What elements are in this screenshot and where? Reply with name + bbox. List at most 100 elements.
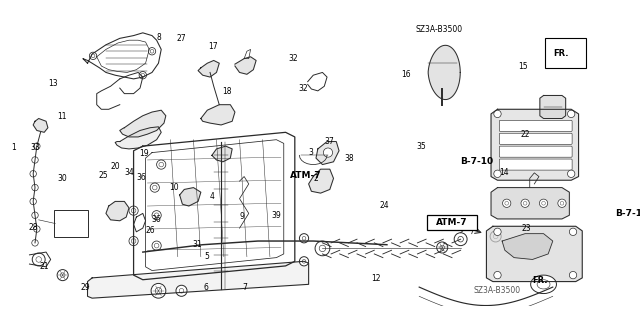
Circle shape (302, 236, 306, 240)
Text: 15: 15 (518, 63, 528, 71)
Ellipse shape (537, 280, 550, 289)
Circle shape (524, 201, 527, 205)
Circle shape (152, 185, 157, 190)
Polygon shape (212, 146, 232, 162)
Circle shape (493, 234, 498, 239)
Text: 36: 36 (136, 173, 147, 182)
Polygon shape (120, 110, 166, 137)
Text: 29: 29 (81, 283, 90, 292)
Text: 30: 30 (57, 174, 67, 183)
Text: B-7-10: B-7-10 (616, 209, 640, 218)
Circle shape (32, 253, 45, 266)
Polygon shape (428, 45, 460, 100)
Polygon shape (180, 188, 201, 206)
Text: 14: 14 (499, 168, 508, 177)
Text: B-7-10: B-7-10 (460, 157, 493, 166)
Text: 13: 13 (48, 78, 58, 88)
Circle shape (30, 198, 36, 205)
Text: 17: 17 (209, 42, 218, 51)
Circle shape (139, 71, 147, 79)
Polygon shape (491, 188, 570, 219)
Circle shape (30, 171, 36, 177)
Text: SZ3A-B3500: SZ3A-B3500 (416, 25, 463, 34)
Circle shape (154, 213, 159, 218)
FancyBboxPatch shape (54, 210, 88, 237)
Circle shape (323, 148, 333, 157)
Text: 28: 28 (29, 223, 38, 232)
Circle shape (90, 52, 97, 60)
FancyBboxPatch shape (605, 206, 640, 221)
Circle shape (541, 201, 545, 205)
Polygon shape (553, 40, 576, 63)
Circle shape (152, 211, 161, 220)
Polygon shape (540, 95, 566, 118)
Text: SZ3A-B3500: SZ3A-B3500 (474, 286, 521, 295)
Circle shape (436, 242, 448, 253)
Text: 9: 9 (239, 212, 244, 221)
Text: 6: 6 (204, 283, 209, 292)
Text: 33: 33 (31, 143, 40, 152)
Polygon shape (486, 226, 582, 282)
Text: 34: 34 (125, 168, 134, 177)
Text: 7: 7 (243, 283, 247, 292)
Text: 25: 25 (99, 171, 108, 180)
Circle shape (60, 273, 65, 278)
Circle shape (521, 199, 529, 207)
FancyBboxPatch shape (499, 120, 572, 131)
Circle shape (150, 49, 154, 53)
Polygon shape (198, 61, 220, 77)
Text: 4: 4 (210, 192, 214, 201)
Text: 1: 1 (11, 143, 16, 152)
Circle shape (34, 143, 40, 149)
Circle shape (319, 245, 326, 252)
Text: 21: 21 (40, 262, 49, 271)
Text: 36: 36 (152, 215, 161, 224)
Polygon shape (88, 261, 308, 298)
Text: 24: 24 (380, 201, 389, 210)
Circle shape (159, 162, 164, 167)
Text: 35: 35 (417, 142, 426, 151)
Circle shape (32, 157, 38, 163)
Polygon shape (316, 142, 339, 165)
Circle shape (568, 110, 575, 118)
Text: 3: 3 (308, 148, 313, 157)
Circle shape (568, 170, 575, 177)
Circle shape (458, 236, 463, 242)
Circle shape (151, 283, 166, 298)
Circle shape (32, 240, 38, 246)
Circle shape (156, 287, 162, 294)
Text: 11: 11 (57, 112, 67, 122)
FancyBboxPatch shape (545, 38, 586, 68)
FancyBboxPatch shape (426, 215, 477, 230)
Circle shape (505, 201, 509, 205)
Circle shape (36, 257, 42, 262)
Text: 22: 22 (520, 130, 529, 139)
Circle shape (494, 271, 501, 279)
Text: 19: 19 (140, 149, 149, 158)
FancyBboxPatch shape (499, 146, 572, 157)
Circle shape (570, 228, 577, 235)
Circle shape (490, 231, 501, 242)
Circle shape (454, 233, 467, 246)
Text: 2: 2 (313, 174, 318, 183)
Polygon shape (106, 201, 129, 221)
Circle shape (179, 288, 184, 293)
Circle shape (560, 201, 564, 205)
Text: FR.: FR. (532, 276, 548, 286)
Circle shape (32, 184, 38, 191)
Circle shape (315, 241, 330, 256)
Text: ATM-7: ATM-7 (436, 218, 467, 227)
Circle shape (154, 243, 159, 248)
Ellipse shape (531, 275, 556, 293)
Circle shape (540, 199, 548, 207)
Circle shape (150, 183, 159, 192)
FancyBboxPatch shape (499, 133, 572, 144)
Circle shape (494, 110, 501, 118)
Circle shape (32, 212, 38, 219)
Text: 26: 26 (145, 226, 155, 234)
Circle shape (141, 73, 145, 77)
Circle shape (176, 285, 187, 296)
Text: 5: 5 (204, 252, 209, 261)
Text: 27: 27 (177, 33, 186, 43)
Text: 38: 38 (345, 153, 355, 163)
